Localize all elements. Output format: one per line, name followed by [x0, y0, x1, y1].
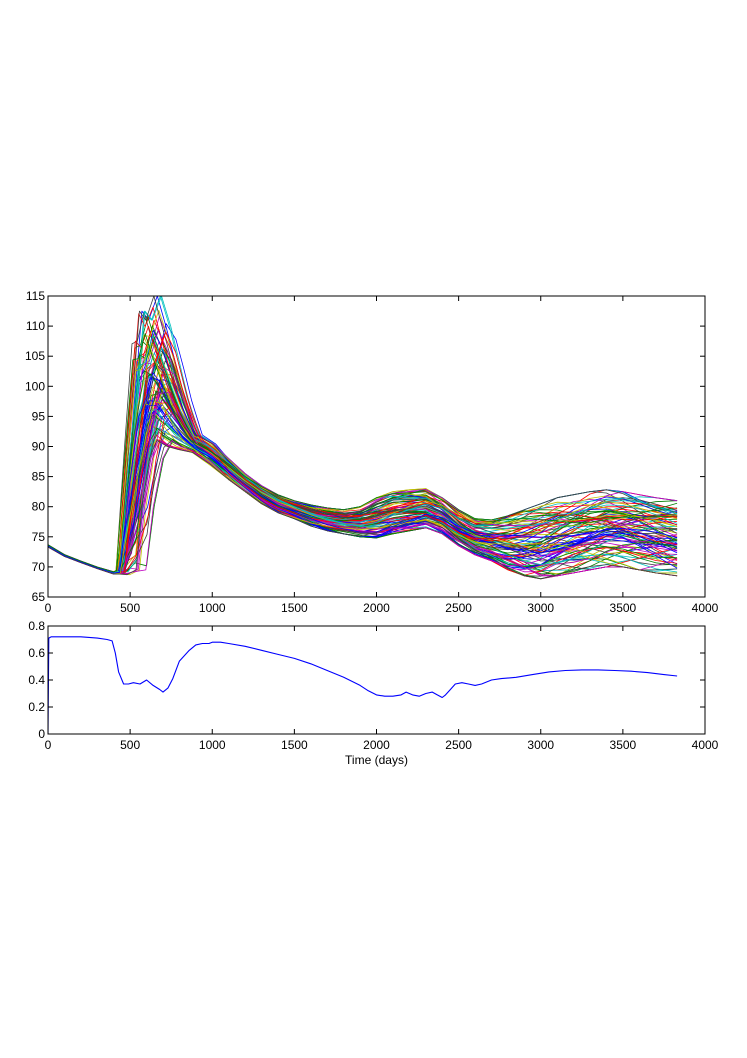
- ensemble-y-tick-label: 80: [32, 500, 46, 514]
- summary-series-line: [48, 636, 678, 734]
- summary-x-tick-label: 1500: [281, 738, 308, 752]
- summary-y-tick-label: 0.4: [28, 673, 45, 687]
- summary-y-tick-label: 0.8: [28, 619, 45, 633]
- ensemble-series-line: [48, 331, 678, 573]
- summary-y-tick-label: 0.6: [28, 646, 45, 660]
- summary-x-tick-label: 0: [45, 738, 52, 752]
- ensemble-x-tick-label: 2500: [445, 601, 472, 615]
- ensemble-y-tick-label: 75: [32, 530, 46, 544]
- summary-x-tick-label: 2500: [445, 738, 472, 752]
- summary-x-tick-label: 1000: [199, 738, 226, 752]
- ensemble-x-tick-label: 4000: [692, 601, 719, 615]
- ensemble-series-line: [48, 372, 678, 574]
- ensemble-y-tick-label: 115: [26, 289, 45, 303]
- ensemble-y-tick-label: 110: [26, 319, 45, 333]
- ensemble-series-line: [48, 333, 678, 573]
- ensemble-x-tick-label: 1000: [199, 601, 226, 615]
- ensemble-series-line: [48, 398, 678, 574]
- ensemble-series-line: [48, 404, 678, 574]
- summary-x-tick-label: 2000: [363, 738, 390, 752]
- ensemble-x-tick-label: 2000: [363, 601, 390, 615]
- ensemble-x-tick-label: 500: [120, 601, 140, 615]
- ensemble-series-line: [48, 402, 678, 576]
- ensemble-axes: 0 500 1000 1500 2000 2500 3000 3500 4000 65 70 75 80…: [25, 289, 719, 615]
- ensemble-x-tick-label: 3500: [610, 601, 637, 615]
- summary-y-tick-label: 0: [38, 727, 45, 741]
- summary-ticks: 0 500 1000 1500 2000 2500 3000 3500 4000 0 0.2 0.4 0…: [28, 619, 718, 752]
- summary-y-tick-label: 0.2: [28, 700, 45, 714]
- summary-x-tick-label: 4000: [692, 738, 719, 752]
- ensemble-series-line: [48, 440, 678, 580]
- ensemble-series-line: [48, 335, 678, 573]
- ensemble-series-group: [48, 296, 678, 580]
- ensemble-y-tick-label: 105: [25, 349, 45, 363]
- ensemble-y-tick-label: 95: [32, 409, 46, 423]
- summary-x-tick-label: 3000: [527, 738, 554, 752]
- summary-axes: 0 500 1000 1500 2000 2500 3000 3500 4000 0 0.2 0.4 0…: [28, 619, 718, 767]
- ensemble-series-line: [48, 391, 678, 574]
- summary-x-tick-label: 3500: [610, 738, 637, 752]
- x-axis-label: Time (days): [345, 753, 408, 767]
- ensemble-y-tick-label: 90: [32, 440, 46, 454]
- ensemble-series-line: [48, 334, 678, 574]
- ensemble-y-tick-label: 70: [32, 560, 46, 574]
- summary-x-tick-label: 500: [120, 738, 140, 752]
- ensemble-y-tick-label: 85: [32, 470, 46, 484]
- ensemble-y-tick-label: 100: [25, 379, 45, 393]
- ensemble-x-tick-label: 1500: [281, 601, 308, 615]
- ensemble-y-tick-label: 65: [32, 590, 46, 604]
- ensemble-series-line: [48, 400, 678, 574]
- ensemble-x-tick-label: 0: [45, 601, 52, 615]
- summary-series-group: [48, 636, 678, 734]
- ensemble-series-line: [48, 367, 678, 573]
- ensemble-ticks: 0 500 1000 1500 2000 2500 3000 3500 4000 65 70 75 80…: [25, 289, 719, 615]
- ensemble-x-tick-label: 3000: [527, 601, 554, 615]
